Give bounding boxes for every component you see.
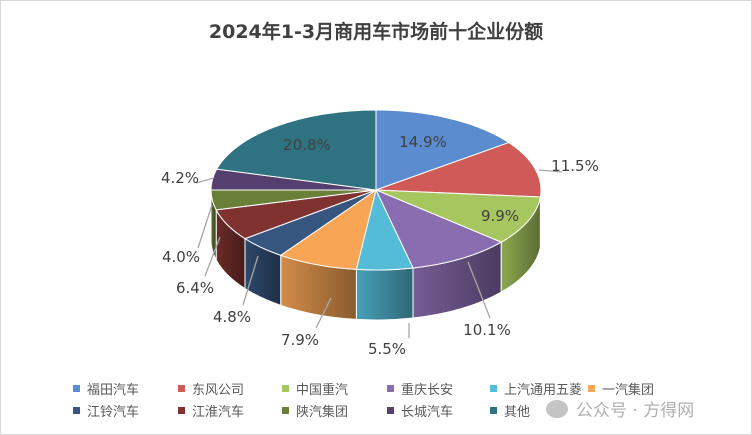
legend-swatch [178,407,185,414]
legend-label: 一汽集团 [602,383,655,398]
legend-swatch [282,385,289,392]
legend-swatch [387,407,394,414]
data-label-8: 4.0% [162,248,200,266]
legend-item-江铃汽车: 江铃汽车 [73,401,139,420]
pie-slice-福田汽车 [375,109,510,191]
legend-swatch [490,385,497,392]
legend-label: 其他 [504,405,531,420]
data-label-9: 4.2% [161,169,199,187]
legend-item-陕汽集团: 陕汽集团 [282,401,348,420]
legend-swatch [490,407,497,414]
legend-item-其他: 其他 [490,401,530,420]
legend-swatch [178,385,185,392]
legend-swatch [282,407,289,414]
legend-label: 陕汽集团 [296,405,349,420]
leader-line-8 [197,204,213,249]
legend-item-长城汽车: 长城汽车 [387,401,453,420]
legend-swatch [73,407,80,414]
data-label-5: 7.9% [281,331,319,349]
legend-item-福田汽车: 福田汽车 [73,379,139,398]
legend-label: 中国重汽 [296,383,349,398]
legend-label: 福田汽车 [87,383,140,398]
leader-line-1 [538,169,563,173]
legend-item-中国重汽: 中国重汽 [282,379,348,398]
legend-label: 江淮汽车 [192,405,245,420]
legend-label: 上汽通用五菱 [504,383,583,398]
legend-item-江淮汽车: 江淮汽车 [178,401,244,420]
chart-title: 2024年1-3月商用车市场前十企业份额 [208,21,544,43]
legend-item-重庆长安: 重庆长安 [387,379,453,398]
legend-swatch [73,385,80,392]
watermark-text: 公众号 · 方得网 [576,401,695,421]
leader-line-7 [204,236,221,277]
wechat-icon [546,399,568,418]
leader-line-5 [315,297,332,329]
leader-line-6 [242,255,259,306]
pie-side-4 [355,267,414,321]
legend-label: 重庆长安 [401,383,454,398]
data-label-6: 4.8% [213,308,251,326]
data-label-10: 20.8% [283,136,331,154]
data-label-3: 10.1% [463,321,511,339]
data-label-0: 14.9% [399,133,447,151]
legend-item-东风公司: 东风公司 [178,379,244,398]
leader-line-9 [195,177,215,184]
pie-slice-东风公司 [375,142,542,198]
legend-swatch [588,385,595,392]
legend-label: 江铃汽车 [87,405,140,420]
data-label-1: 11.5% [551,157,599,175]
legend-item-一汽集团: 一汽集团 [588,379,654,398]
legend-swatch [387,385,394,392]
leader-line-3 [467,261,491,319]
pie-slice-其他 [215,109,377,191]
legend-label: 长城汽车 [401,405,454,420]
pie-slice-中国重汽 [375,189,541,243]
watermark: 公众号 · 方得网 [546,396,694,421]
data-label-4: 5.5% [368,340,406,358]
legend-item-上汽通用五菱: 上汽通用五菱 [490,379,582,398]
legend-label: 东风公司 [192,383,245,398]
data-label-2: 9.9% [481,207,519,225]
data-label-7: 6.4% [176,279,214,297]
pie-slice-重庆长安 [374,189,503,269]
